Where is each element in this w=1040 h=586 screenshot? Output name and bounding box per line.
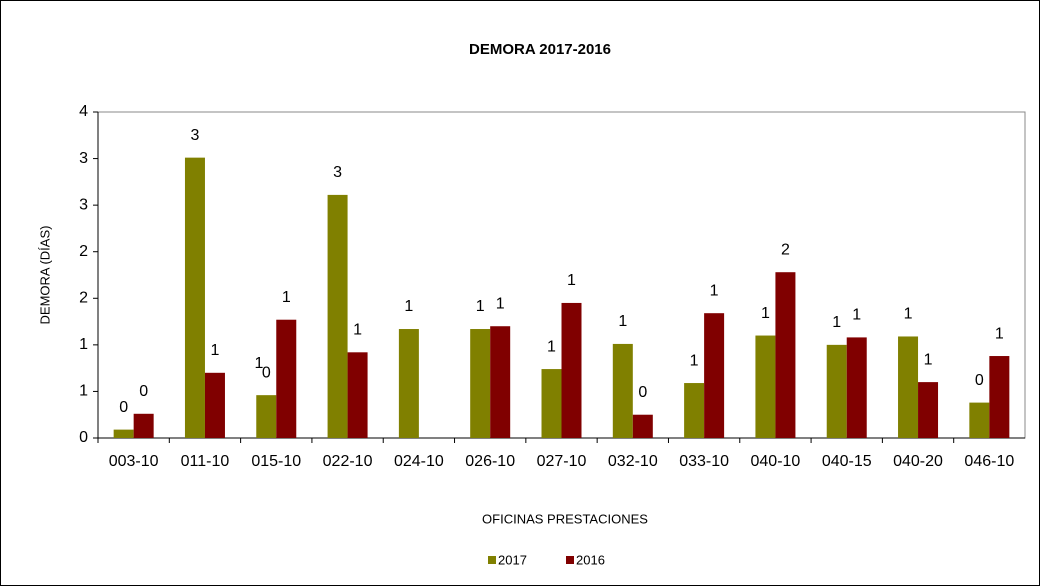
data-label: 1 (832, 314, 841, 331)
data-label: 3 (191, 127, 200, 144)
data-label: 1 (567, 272, 576, 289)
x-tick-label: 046-10 (964, 453, 1014, 470)
bar (826, 344, 847, 438)
bar (184, 157, 205, 438)
bar (490, 326, 511, 438)
bar (969, 402, 990, 438)
bar (276, 319, 297, 438)
bar (541, 369, 562, 438)
y-tick-label: 0 (79, 429, 88, 446)
data-label: 2 (781, 241, 790, 258)
x-tick-label: 003-10 (109, 453, 159, 470)
x-tick-label: 040-15 (822, 453, 872, 470)
data-label: 0 (139, 383, 148, 400)
bar (632, 414, 653, 438)
bar (704, 313, 725, 438)
bar (846, 337, 867, 438)
bar (204, 372, 225, 438)
bar (918, 382, 939, 438)
y-tick-label: 3 (79, 196, 88, 213)
legend-label: 2017 (498, 552, 527, 567)
data-label: 1 (476, 298, 485, 315)
data-label: 1 (924, 351, 933, 368)
data-label: 0 (119, 399, 128, 416)
bar (347, 352, 368, 438)
bar (898, 336, 919, 438)
data-label: 1 (404, 298, 413, 315)
y-tick-label: 4 (79, 103, 88, 120)
x-tick-label: 022-10 (323, 453, 373, 470)
data-label: 1 (761, 305, 770, 322)
chart-title: DEMORA 2017-2016 (469, 41, 611, 58)
data-label: 1 (904, 306, 913, 323)
data-label: 1 (852, 307, 861, 324)
bar (256, 395, 277, 438)
x-tick-label: 024-10 (394, 453, 444, 470)
bar (755, 335, 776, 438)
data-label: 1 (211, 342, 220, 359)
legend-label: 2016 (576, 552, 605, 567)
x-tick-label: 040-10 (751, 453, 801, 470)
bar (561, 302, 582, 438)
y-tick-label: 3 (79, 150, 88, 167)
x-tick-label: 033-10 (679, 453, 729, 470)
bar (775, 272, 796, 438)
data-label: 1 (547, 338, 556, 355)
data-label: 1 (618, 313, 627, 330)
x-axis-label: OFICINAS PRESTACIONES (482, 511, 648, 526)
bar (327, 194, 348, 438)
data-label: 1 (995, 325, 1004, 342)
data-label: 3 (333, 164, 342, 181)
legend-swatch (488, 556, 496, 564)
bar (133, 413, 154, 438)
y-tick-label: 1 (79, 383, 88, 400)
data-label: 1 (496, 295, 505, 312)
bar (113, 429, 134, 438)
y-tick-label: 1 (79, 336, 88, 353)
x-tick-label: 026-10 (465, 453, 515, 470)
data-label: 1 (690, 352, 699, 369)
data-label: 1 (710, 282, 719, 299)
legend-swatch (566, 556, 574, 564)
bar (684, 383, 705, 438)
y-tick-label: 2 (79, 290, 88, 307)
data-label: 1 (282, 289, 291, 306)
x-tick-label: 032-10 (608, 453, 658, 470)
bar (470, 329, 491, 438)
y-axis-label: DEMORA (DÍAS) (37, 226, 52, 325)
y-tick-label: 2 (79, 243, 88, 260)
x-tick-label: 015-10 (251, 453, 301, 470)
x-tick-label: 011-10 (181, 453, 230, 470)
bar (398, 329, 419, 438)
data-label: 0 (262, 364, 271, 381)
data-label: 0 (975, 372, 984, 389)
x-tick-label: 040-20 (893, 453, 943, 470)
bar (612, 343, 633, 438)
data-label: 0 (638, 384, 647, 401)
data-label: 1 (353, 322, 362, 339)
bar (989, 356, 1010, 438)
x-tick-label: 027-10 (537, 453, 587, 470)
annotation: 1 (255, 355, 264, 372)
